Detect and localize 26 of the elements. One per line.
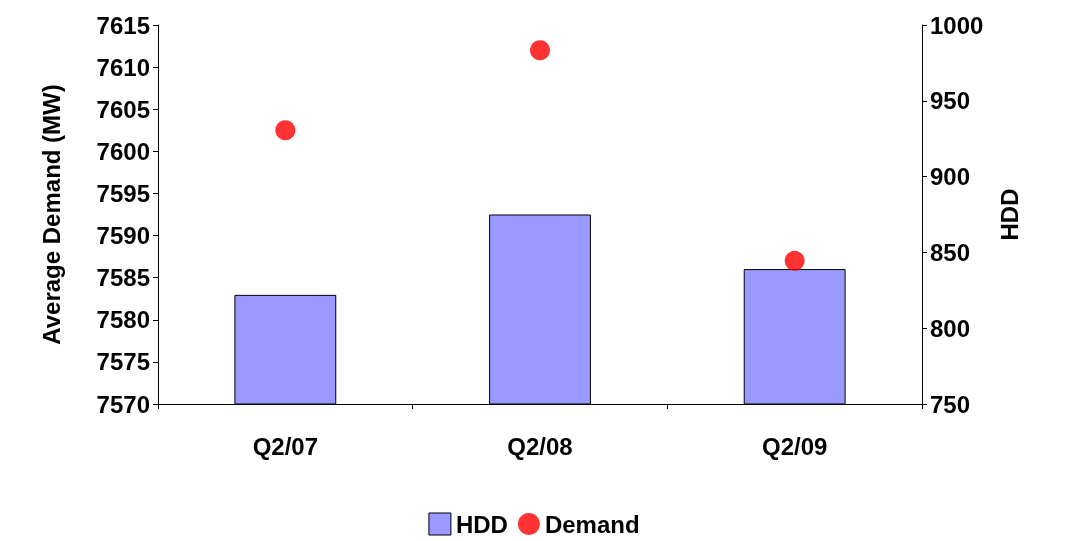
point — [530, 40, 550, 61]
y-tick-label: 7600 — [96, 137, 150, 165]
point — [784, 250, 805, 271]
y-tick-label: 7595 — [96, 179, 150, 207]
y-axis-title: Average Demand (MW) — [37, 84, 65, 345]
y2-tick-label: 900 — [930, 163, 971, 191]
y2-tick-label: 950 — [930, 87, 971, 115]
legend-label: HDD — [455, 510, 508, 538]
y2-axis-title: HDD — [995, 188, 1023, 241]
point — [275, 120, 296, 141]
y2-tick-label: 850 — [930, 238, 971, 266]
y-tick-label: 7580 — [96, 306, 150, 334]
y2-tick-label: 1000 — [930, 11, 984, 39]
x-tick-label: Q2/07 — [252, 432, 319, 460]
y-tick-label: 7585 — [96, 264, 150, 292]
x-tick-label: Q2/09 — [761, 432, 828, 460]
y-tick-label: 7610 — [96, 53, 150, 81]
y-tick-label: 7605 — [96, 95, 150, 123]
y-tick-label: 7575 — [96, 348, 150, 376]
y2-tick-label: 750 — [930, 390, 971, 418]
x-tick-label: Q2/08 — [507, 432, 573, 460]
legend-label: Demand — [544, 510, 640, 538]
y2-tick-label: 800 — [930, 314, 971, 342]
y-tick-label: 7615 — [96, 11, 150, 39]
y-tick-label: 7590 — [96, 222, 150, 250]
y-tick-label: 7570 — [96, 390, 150, 418]
